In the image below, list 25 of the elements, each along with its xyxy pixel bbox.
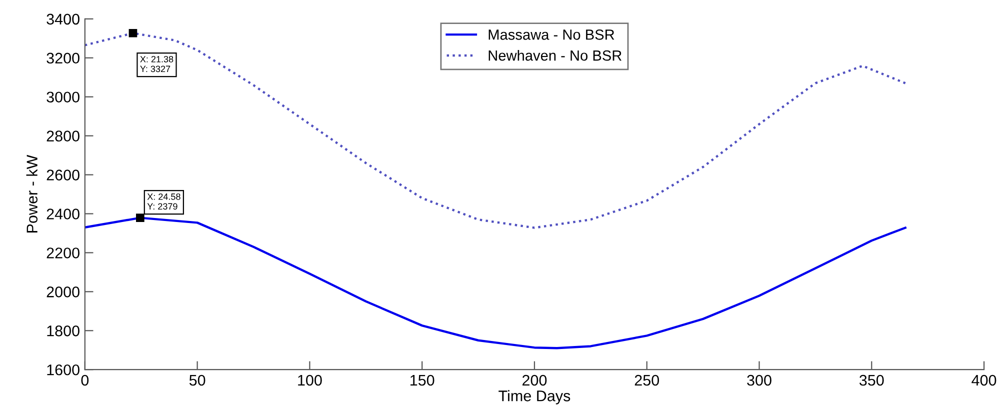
- y-tick-label: 2000: [46, 286, 80, 298]
- y-tick-label: 2200: [46, 248, 80, 258]
- y-tick-label: 1600: [47, 364, 80, 376]
- x-tick-label: 200: [522, 374, 547, 386]
- x-axis-title: Time Days: [498, 390, 570, 404]
- annotation: X: 24.58 Y: 2379: [147, 193, 180, 210]
- y-axis-title: Power - kW: [26, 154, 38, 232]
- x-tick-label: 400: [972, 374, 996, 386]
- y-tick-label: 2600: [46, 170, 80, 180]
- y-tick-label: 3400: [46, 14, 80, 25]
- y-tick-label: 3000: [46, 92, 80, 103]
- y-tick-label: 2800: [46, 130, 80, 142]
- x-tick-label: 300: [747, 374, 772, 386]
- annotation: X: 21.38 Y: 3327: [140, 56, 174, 72]
- x-tick-label: 0: [81, 374, 89, 386]
- y-tick-label: 2400: [46, 208, 80, 220]
- legend-label: Massawa - No BSR: [488, 29, 614, 40]
- x-tick-label: 50: [189, 374, 206, 386]
- y-tick-label: 1800: [47, 326, 80, 336]
- legend-label: Newhaven - No BSR: [488, 50, 622, 61]
- x-tick-label: 350: [859, 374, 884, 386]
- x-tick-label: 250: [634, 374, 659, 386]
- y-tick-label: 3200: [46, 52, 80, 64]
- x-tick-label: 100: [298, 374, 322, 386]
- x-tick-label: 150: [410, 374, 434, 386]
